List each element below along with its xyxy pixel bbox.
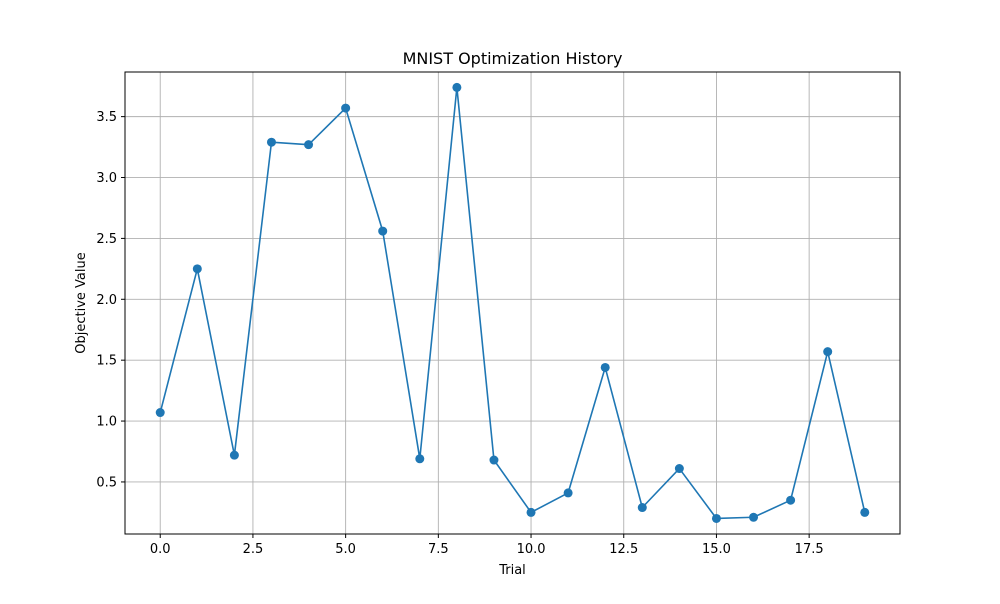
data-point	[266, 137, 276, 147]
plot-area-frame	[124, 71, 901, 535]
x-tick-label: 15.0	[702, 542, 731, 557]
data-point	[600, 362, 610, 372]
data-point	[749, 512, 759, 522]
y-tick-label: 3.0	[96, 171, 117, 186]
data-point	[860, 507, 870, 517]
data-point	[155, 408, 165, 418]
x-tick-label: 12.5	[609, 542, 638, 557]
data-point	[341, 103, 351, 113]
y-axis-ticks: 0.5 1.0 1.5 2.0 2.5 3.0 3.5	[96, 110, 125, 490]
data-point	[674, 464, 684, 474]
x-tick-label: 17.5	[795, 542, 824, 557]
y-tick-label: 2.5	[96, 232, 117, 247]
data-point	[823, 347, 833, 357]
series-group	[155, 82, 870, 523]
y-tick-label: 3.5	[96, 110, 117, 125]
x-tick-label: 7.5	[428, 542, 449, 557]
x-axis-ticks: 0.0 2.5 5.0 7.5 10.0 12.5 15.0 17.5	[150, 534, 824, 557]
series-line	[159, 86, 866, 520]
y-axis-label: Objective Value	[74, 252, 89, 353]
data-point	[786, 495, 796, 505]
y-tick-label: 0.5	[96, 475, 117, 490]
x-tick-label: 5.0	[335, 542, 356, 557]
data-point	[526, 507, 536, 517]
x-tick-label: 0.0	[150, 542, 171, 557]
y-tick-label: 1.0	[96, 415, 117, 430]
x-tick-label: 10.0	[517, 542, 546, 557]
data-point	[192, 264, 202, 274]
data-point	[378, 226, 388, 236]
x-axis-label: Trial	[498, 563, 526, 578]
data-point	[563, 488, 573, 498]
data-point	[415, 454, 425, 464]
y-tick-label: 2.0	[96, 293, 117, 308]
data-point	[489, 455, 499, 465]
chart-title: MNIST Optimization History	[403, 49, 623, 68]
data-point	[711, 513, 721, 523]
x-tick-label: 2.5	[243, 542, 264, 557]
data-point	[452, 82, 462, 92]
data-point	[229, 450, 239, 460]
data-point	[304, 140, 314, 150]
data-point	[637, 503, 647, 513]
y-tick-label: 1.5	[96, 354, 117, 369]
grid	[125, 72, 900, 534]
